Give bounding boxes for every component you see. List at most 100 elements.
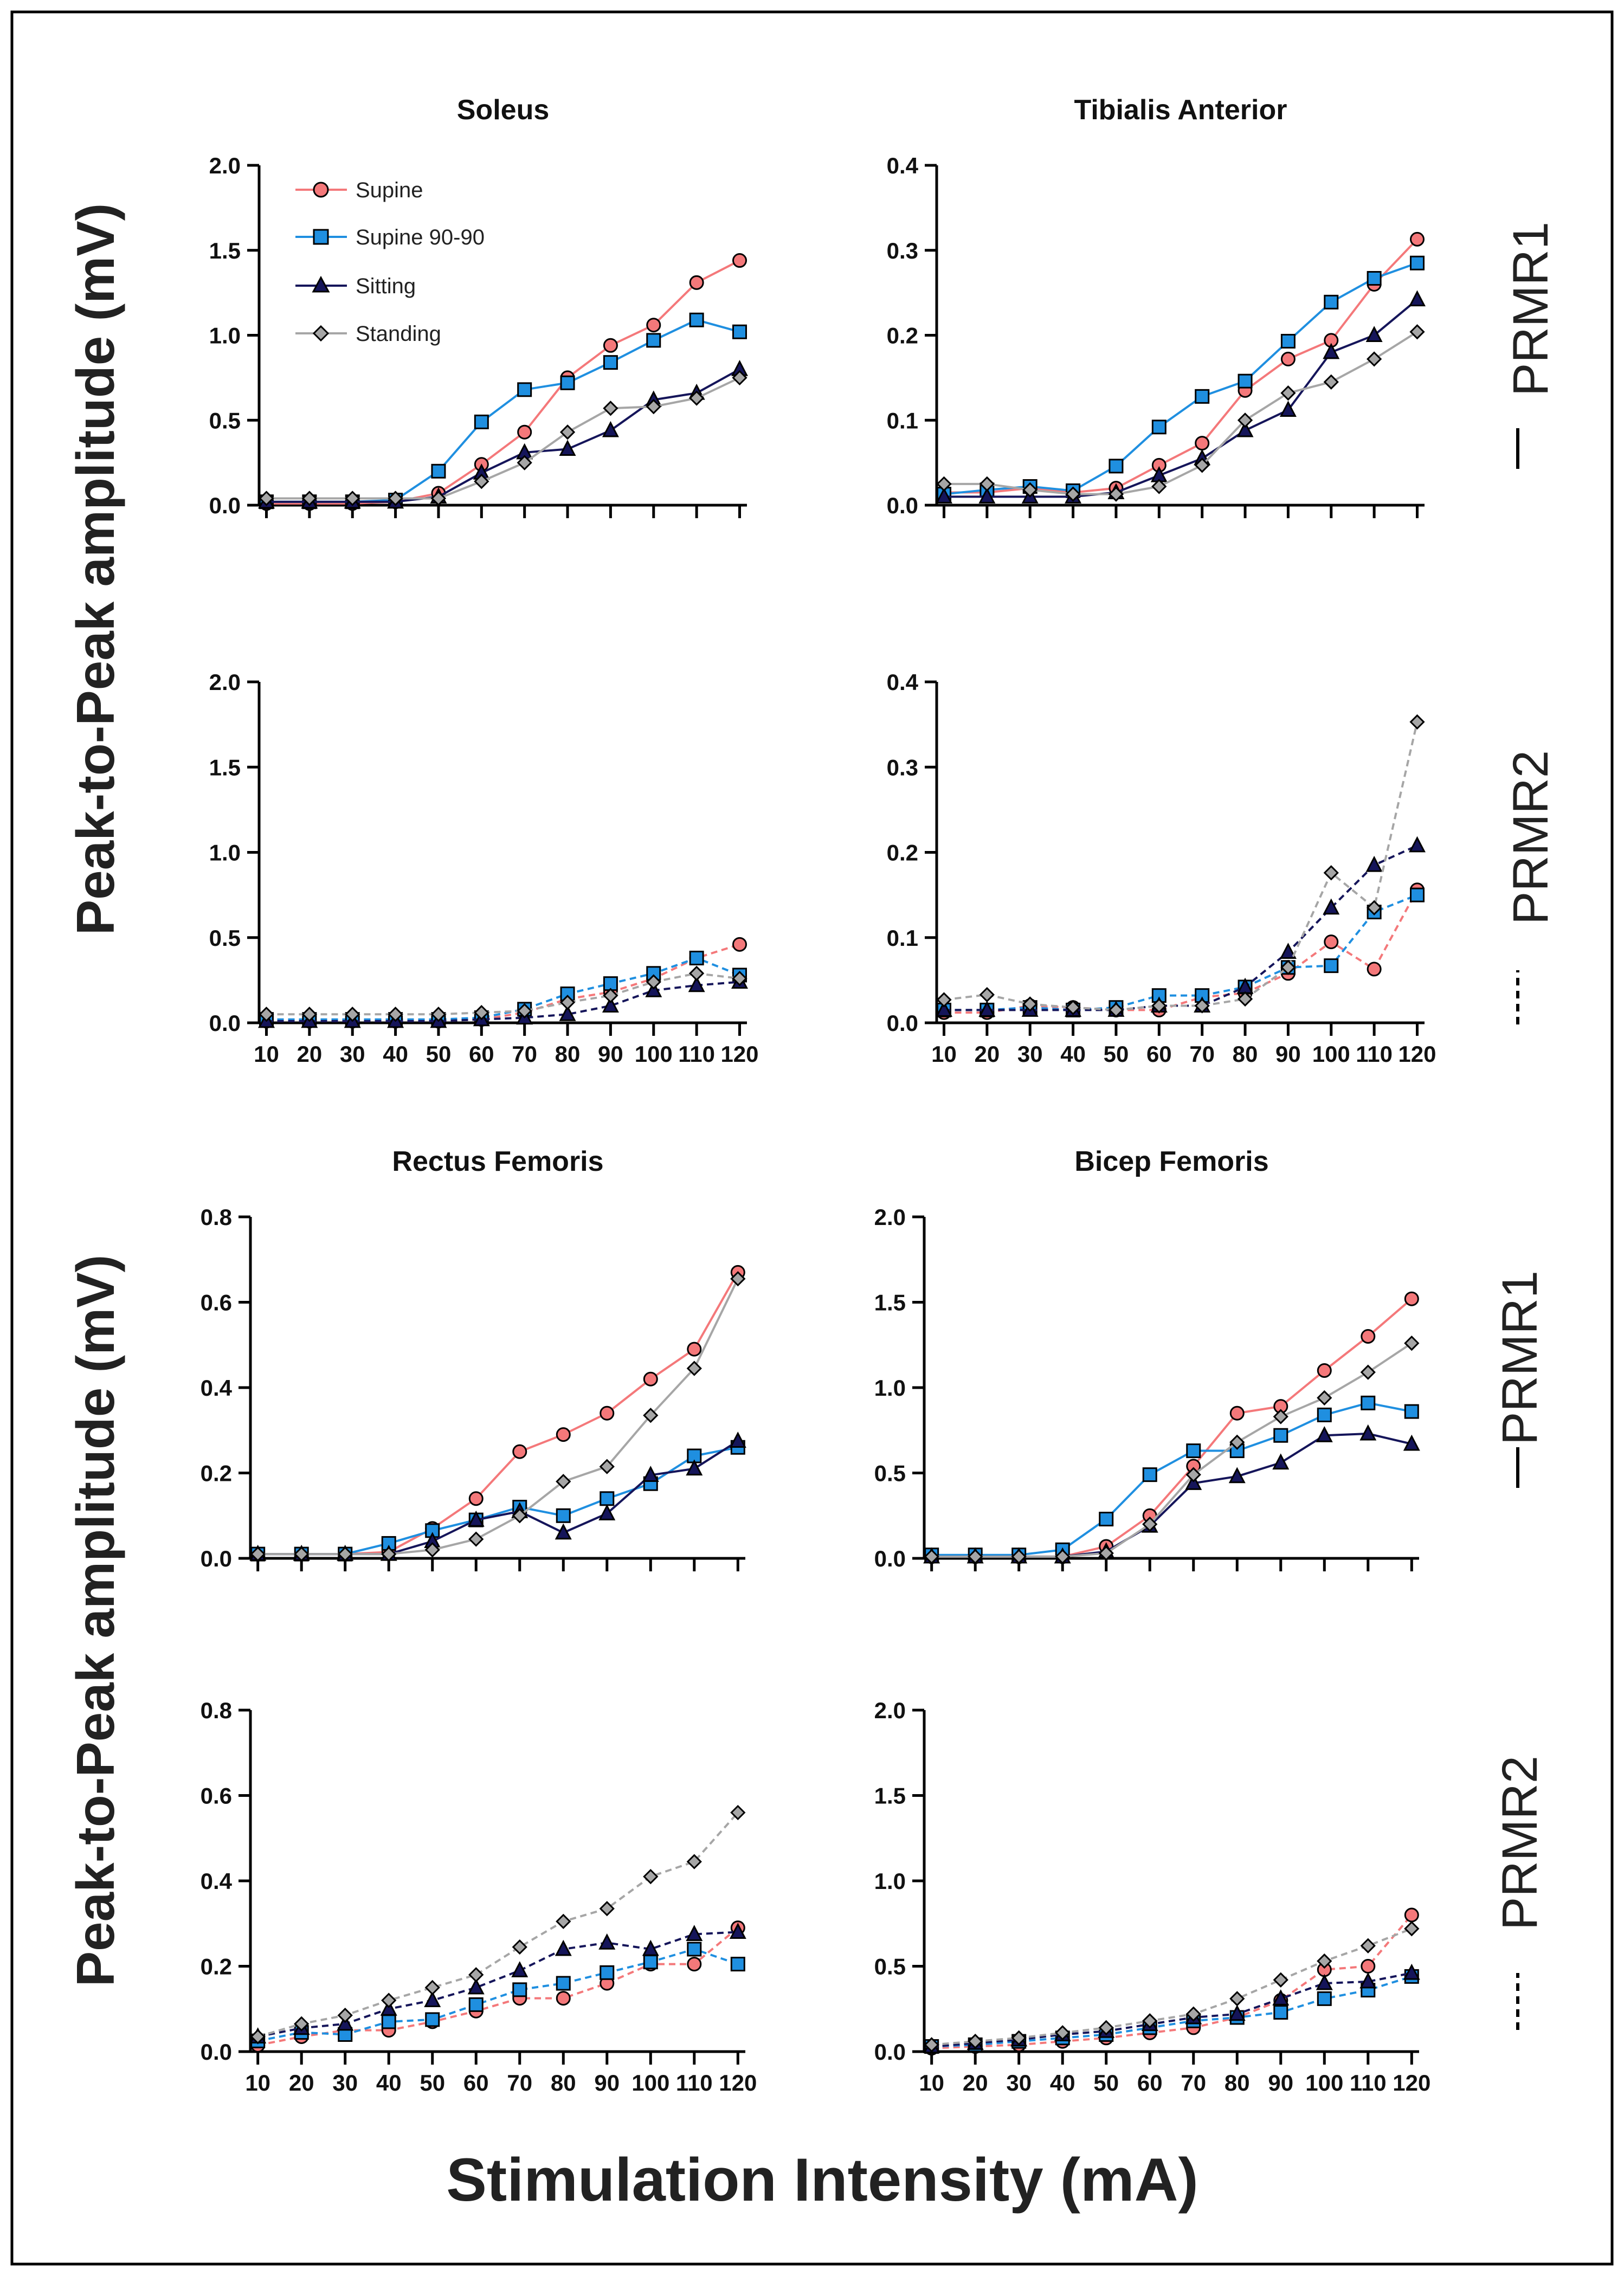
data-point	[732, 324, 747, 339]
series-line	[944, 299, 1418, 498]
chart-panel-tibialis-prmr2: 0.0 0.1 0.2 0.3 0.4 10 20 30 40 50 60 70 80 90 100 110 1…	[887, 669, 1436, 1067]
data-point	[979, 987, 995, 1003]
y-tick-label: 1.5	[209, 238, 241, 263]
data-point	[936, 487, 952, 504]
data-point	[1404, 1291, 1419, 1306]
series-line	[931, 1972, 1412, 2048]
y-tick-label: 0.1	[887, 408, 918, 433]
data-point	[687, 1448, 702, 1463]
y-tick-label: 0.0	[874, 1546, 906, 1571]
data-point	[1323, 374, 1339, 390]
data-point	[687, 1942, 702, 1957]
data-point	[599, 1901, 615, 1917]
data-point	[1324, 294, 1339, 310]
data-point	[1185, 2006, 1201, 2022]
x-tick-label: 40	[376, 2070, 402, 2096]
y-tick-label: 2.0	[874, 1204, 906, 1230]
x-tick-label: 20	[963, 2070, 988, 2096]
data-point	[467, 1978, 485, 1995]
data-point	[1185, 1474, 1202, 1490]
x-tick-label: 60	[1146, 1041, 1172, 1067]
data-point	[345, 1007, 360, 1022]
y-tick-label: 1.5	[874, 1783, 906, 1809]
data-point	[301, 491, 317, 506]
data-point	[732, 971, 747, 987]
chart-panel-tibialis-prmr1: Tibialis Anterior 0.0 0.1 0.2 0.3 0.4	[887, 94, 1426, 518]
side-label-text: PRMR2	[1503, 750, 1558, 925]
y-tick-label: 0.4	[201, 1375, 233, 1401]
x-tick-label: 100	[1312, 1041, 1350, 1067]
x-tick-label: 110	[1356, 1041, 1393, 1067]
data-point	[1238, 373, 1253, 389]
data-point	[645, 981, 662, 997]
data-point	[1237, 991, 1253, 1007]
data-point	[431, 463, 446, 479]
x-axis-label: Stimulation Intensity (mA)	[446, 2146, 1198, 2214]
data-point	[936, 1001, 952, 1017]
data-point	[1360, 1938, 1376, 1953]
data-point	[1361, 1395, 1376, 1410]
data-point	[559, 440, 576, 456]
series-standing	[936, 714, 1425, 1018]
data-point	[1098, 1545, 1114, 1561]
data-point	[1279, 943, 1297, 959]
data-point	[689, 950, 704, 965]
data-point	[512, 1444, 527, 1459]
data-point	[732, 370, 747, 385]
y-tick-label: 0.5	[209, 408, 241, 433]
y-tick-label: 0.0	[887, 493, 918, 518]
data-point	[1323, 343, 1340, 359]
data-point	[559, 424, 576, 440]
series-line	[266, 368, 740, 503]
data-point	[381, 1993, 397, 2008]
data-point	[646, 974, 661, 990]
x-tick-label: 60	[1137, 2070, 1163, 2096]
x-tick-label: 70	[1181, 2070, 1206, 2096]
data-point	[1404, 1335, 1420, 1351]
data-point	[598, 1933, 616, 1950]
data-point	[468, 1997, 484, 2012]
x-tick-label: 10	[245, 2070, 270, 2096]
data-point	[646, 966, 661, 981]
data-point	[1365, 326, 1383, 342]
x-tick-label: 120	[1398, 1041, 1436, 1067]
data-point	[1361, 1959, 1376, 1974]
data-point	[646, 399, 661, 415]
data-point	[1316, 1974, 1333, 1990]
data-point	[688, 976, 705, 992]
data-point	[1367, 351, 1382, 367]
data-point	[425, 2012, 440, 2027]
chart-title: Tibialis Anterior	[1074, 94, 1287, 126]
data-point	[294, 2016, 310, 2032]
data-point	[1098, 2020, 1114, 2036]
series-standing	[250, 1271, 746, 1562]
data-point	[1279, 401, 1297, 417]
data-point	[555, 1939, 572, 1956]
data-point	[1359, 1424, 1377, 1441]
data-point	[380, 1999, 397, 2016]
chart-panel-bicep-prmr1: Bicep Femoris 0.0 0.5 1.0 1.5 2.0	[874, 1146, 1420, 1571]
legend-marker-triangle	[312, 275, 330, 293]
series-sitting	[258, 359, 748, 509]
x-tick-label: 40	[383, 1041, 408, 1067]
chart-panel-rectus-prmr2: 0.0 0.2 0.4 0.6 0.8 10 20 30 40 50 60 70 80 90 100 110 1…	[201, 1698, 757, 2096]
x-tick-label: 80	[551, 2070, 576, 2096]
data-point	[1367, 900, 1382, 915]
data-point	[1410, 887, 1425, 902]
data-point	[1236, 421, 1254, 437]
y-tick-label: 0.5	[874, 1461, 906, 1486]
data-point	[936, 476, 952, 492]
data-point	[1361, 1329, 1376, 1344]
x-tick-label: 30	[340, 1041, 365, 1067]
data-point	[1404, 1404, 1419, 1419]
x-tick-label: 90	[594, 2070, 620, 2096]
x-tick-label: 60	[463, 2070, 489, 2096]
x-tick-label: 40	[1060, 1041, 1086, 1067]
chart-title: Bicep Femoris	[1074, 1146, 1268, 1177]
data-point	[598, 1504, 616, 1520]
data-point	[1409, 324, 1425, 340]
series-line	[257, 1811, 739, 2038]
data-point	[979, 476, 995, 492]
data-point	[1280, 333, 1296, 349]
x-tick-label: 20	[297, 1041, 323, 1067]
